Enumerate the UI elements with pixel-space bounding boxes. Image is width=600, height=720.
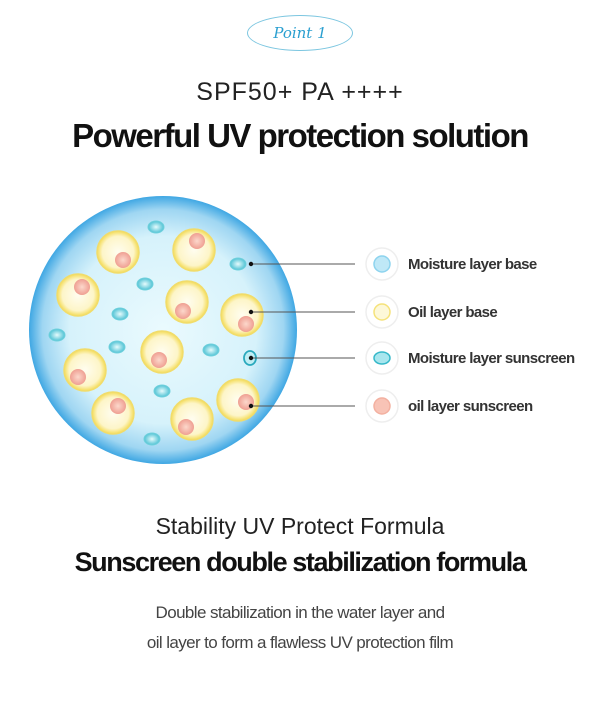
legend-marker <box>373 255 391 273</box>
oil-sunscreen-core <box>115 252 131 268</box>
oil-sunscreen-core <box>238 316 254 332</box>
leader-dot <box>248 261 254 267</box>
leader-dot <box>248 403 254 409</box>
oil-sunscreen-core <box>175 303 191 319</box>
moisture-droplet <box>153 384 171 398</box>
page-title: Powerful UV protection solution <box>72 117 529 154</box>
oil-sunscreen-core <box>74 279 90 295</box>
formula-subheading: Sunscreen double stabilization formula <box>74 547 527 577</box>
moisture-droplet <box>108 340 126 354</box>
spf-subtitle: SPF50+ PA ++++ <box>196 78 404 106</box>
legend-label-moisture-base: Moisture layer base <box>408 256 537 273</box>
moisture-droplet <box>136 277 154 291</box>
legend-marker <box>373 397 391 415</box>
legend-group <box>248 247 399 423</box>
oil-sunscreen-core <box>189 233 205 249</box>
leader-dot <box>248 309 254 315</box>
moisture-droplet <box>147 220 165 234</box>
legend-label-moisture-sunscreen: Moisture layer sunscreen <box>408 350 575 367</box>
oil-sunscreen-core <box>110 398 126 414</box>
legend-marker <box>373 303 391 321</box>
sphere-group <box>29 196 297 464</box>
legend-marker <box>373 351 391 365</box>
emulsion-diagram <box>29 196 399 464</box>
point-badge: Point 1 <box>247 15 353 51</box>
moisture-droplet <box>143 432 161 446</box>
oil-sunscreen-core <box>70 369 86 385</box>
oil-droplet <box>96 230 140 274</box>
moisture-droplet <box>202 343 220 357</box>
formula-heading: Stability UV Protect Formula <box>155 513 445 539</box>
moisture-droplet <box>229 257 247 271</box>
description-line-2: oil layer to form a flawless UV protecti… <box>146 633 454 652</box>
oil-sunscreen-core <box>151 352 167 368</box>
oil-sunscreen-core <box>178 419 194 435</box>
oil-droplet <box>63 348 107 392</box>
moisture-droplet <box>111 307 129 321</box>
description-line-1: Double stabilization in the water layer … <box>155 603 445 622</box>
oil-droplet <box>216 378 260 422</box>
legend-label-oil-sunscreen: oil layer sunscreen <box>408 398 533 415</box>
oil-droplet <box>91 391 135 435</box>
leader-dot <box>248 355 254 361</box>
oil-droplet <box>170 397 214 441</box>
moisture-droplet <box>48 328 66 342</box>
legend-label-oil-base: Oil layer base <box>408 304 498 321</box>
